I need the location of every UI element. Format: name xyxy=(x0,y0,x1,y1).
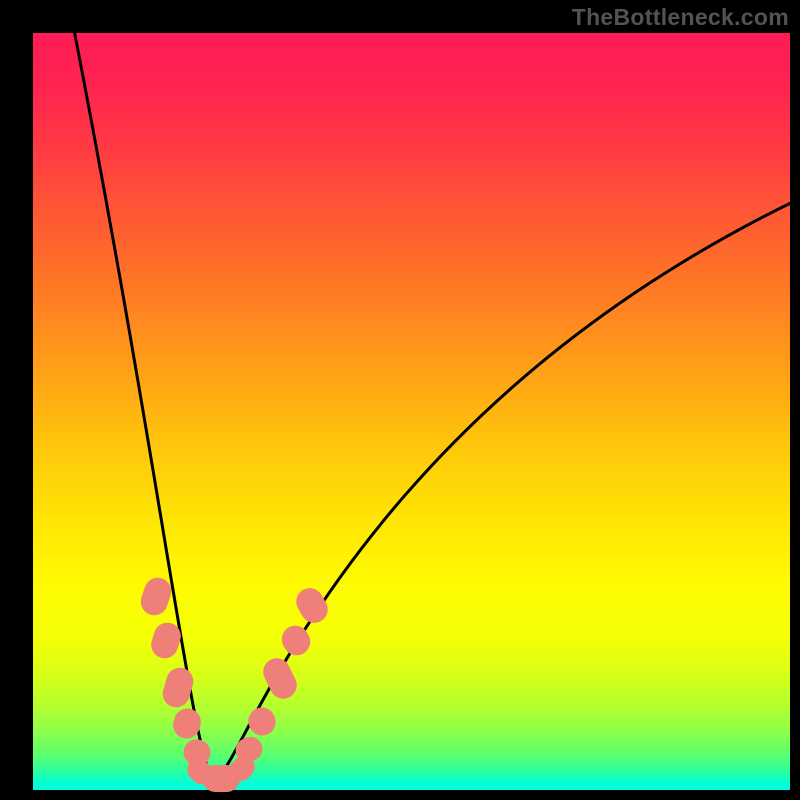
chart-stage: TheBottleneck.com xyxy=(0,0,800,800)
gradient-background xyxy=(33,33,790,790)
watermark-text: TheBottleneck.com xyxy=(572,4,789,31)
plot-area xyxy=(33,33,790,790)
